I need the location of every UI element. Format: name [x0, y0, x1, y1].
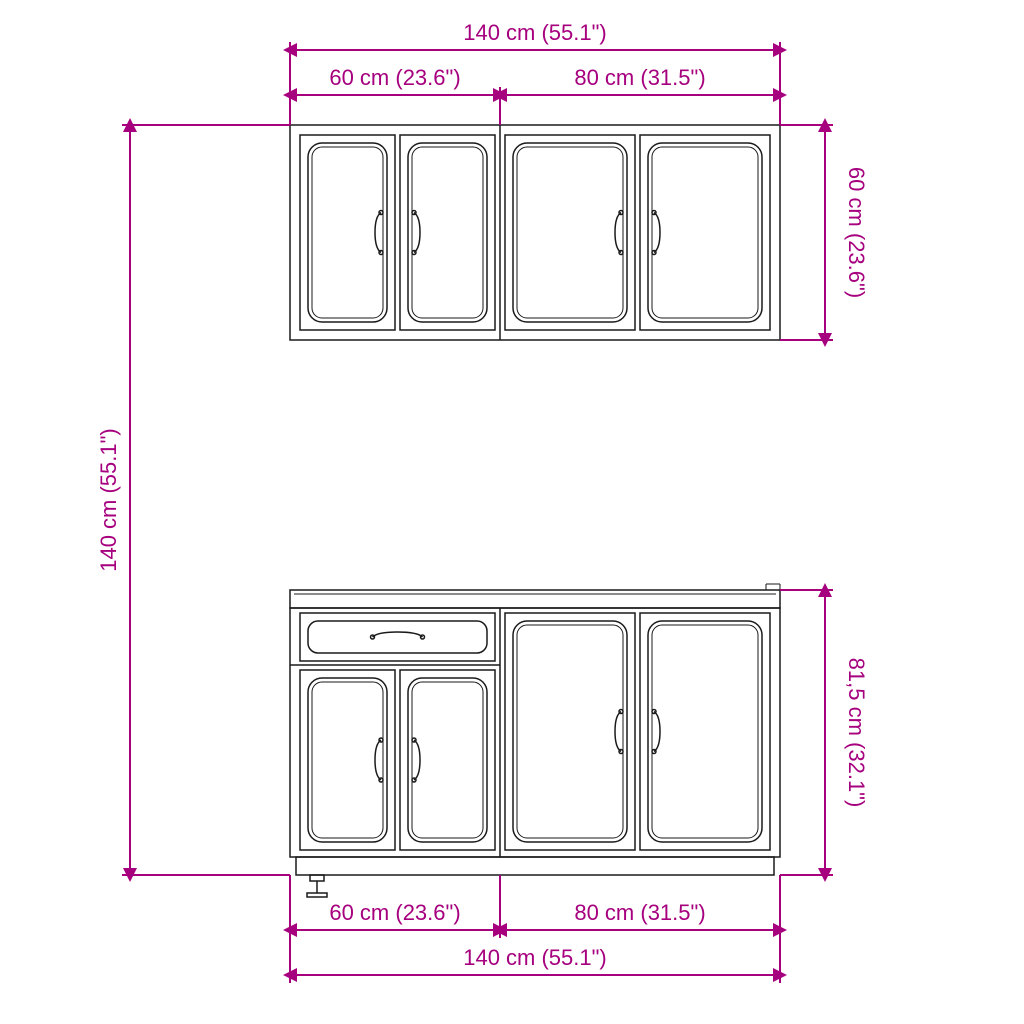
dim-total-height: 140 cm (55.1") [96, 428, 121, 572]
dim-top-total: 140 cm (55.1") [463, 20, 607, 45]
dim-bot-total: 140 cm (55.1") [463, 945, 607, 970]
dim-top-left: 60 cm (23.6") [329, 65, 460, 90]
technical-drawing: 140 cm (55.1")60 cm (23.6")80 cm (31.5")… [0, 0, 1024, 1024]
dim-top-right: 80 cm (31.5") [574, 65, 705, 90]
dim-lower-height: 81,5 cm (32.1") [844, 658, 869, 808]
dim-bot-right: 80 cm (31.5") [574, 900, 705, 925]
dim-upper-height: 60 cm (23.6") [844, 167, 869, 298]
dim-bot-left: 60 cm (23.6") [329, 900, 460, 925]
